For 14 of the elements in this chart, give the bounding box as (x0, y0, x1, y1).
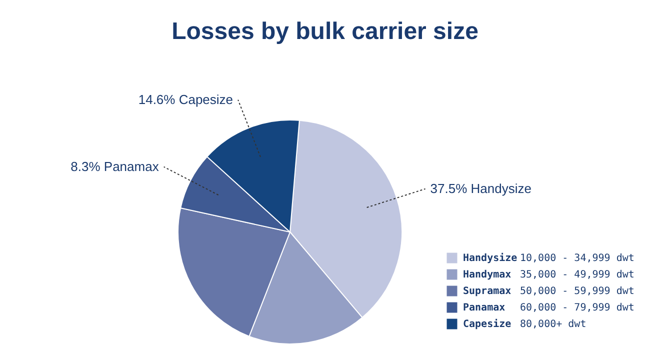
legend-label: Panamax (463, 302, 506, 314)
legend-label: Capesize (463, 318, 512, 330)
chart-title: Losses by bulk carrier size (172, 18, 478, 45)
data-label: 37.5% Handysize (430, 180, 532, 196)
data-label: 14.6% Capesize (138, 92, 234, 107)
data-label: 8.3% Panamax (70, 158, 160, 174)
text: 50,000 - 59,999 dwt (520, 286, 634, 297)
text: 10,000 - 34,999 dwt (520, 253, 634, 264)
legend-label: Handymax (463, 270, 512, 280)
text: 35,000 - 49,999 dwt (520, 270, 634, 280)
legend-label: Handysize (463, 252, 518, 264)
text: 80,000+ dwt (520, 319, 586, 330)
text: 60,000 - 79,999 dwt (520, 302, 634, 314)
legend-label: Supramax (463, 286, 512, 297)
